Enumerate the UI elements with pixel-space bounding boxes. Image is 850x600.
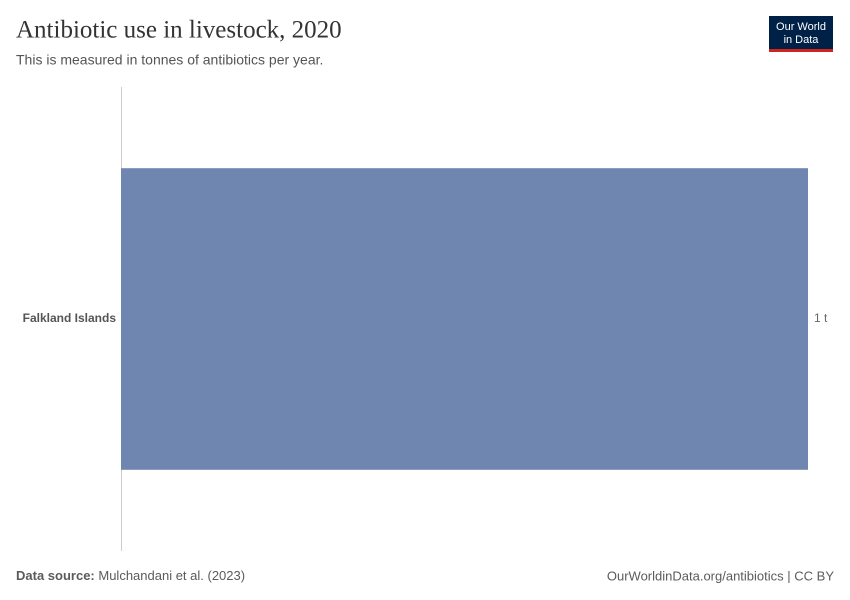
logo-text: Our World (776, 21, 826, 33)
logo[interactable]: Our World in Data (769, 16, 833, 52)
source-text: Mulchandani et al. (2023) (98, 568, 245, 583)
chart-title: Antibiotic use in livestock, 2020 (16, 17, 342, 44)
chart-subtitle: This is measured in tonnes of antibiotic… (16, 52, 323, 68)
value-label: 1 t (814, 311, 828, 325)
license[interactable]: OurWorldinData.org/antibiotics | CC BY (607, 568, 834, 583)
logo-text: in Data (784, 34, 820, 46)
bar (121, 168, 808, 470)
source-label: Data source: (16, 568, 95, 583)
logo-stripe (769, 49, 833, 52)
category-label: Falkland Islands (23, 311, 117, 325)
source: Data source: Mulchandani et al. (2023) (16, 568, 245, 583)
logo-box (769, 16, 833, 52)
